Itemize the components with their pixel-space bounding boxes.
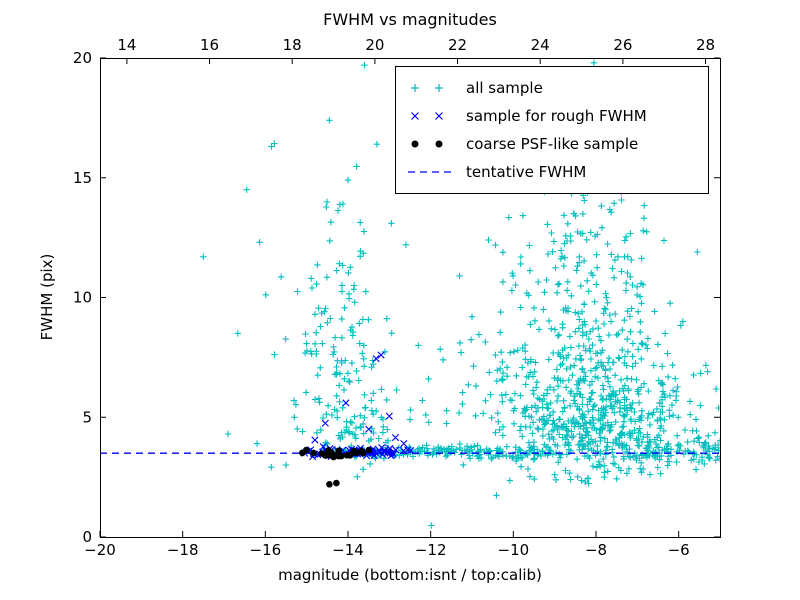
svg-text:20: 20 bbox=[73, 49, 92, 67]
svg-text:16: 16 bbox=[200, 36, 219, 54]
legend-item-all-sample: all sample bbox=[406, 74, 702, 102]
legend-label: coarse PSF-like sample bbox=[466, 135, 639, 153]
legend-label: all sample bbox=[466, 79, 543, 97]
svg-text:−20: −20 bbox=[84, 541, 116, 559]
dashed-line-icon bbox=[408, 171, 452, 173]
svg-text:−12: −12 bbox=[415, 541, 447, 559]
svg-text:28: 28 bbox=[696, 36, 715, 54]
svg-text:20: 20 bbox=[365, 36, 384, 54]
svg-text:22: 22 bbox=[448, 36, 467, 54]
legend-label: tentative FWHM bbox=[466, 163, 587, 181]
svg-text:26: 26 bbox=[613, 36, 632, 54]
legend-item-psf-sample: coarse PSF-like sample bbox=[406, 130, 702, 158]
svg-text:−18: −18 bbox=[167, 541, 199, 559]
svg-text:18: 18 bbox=[283, 36, 302, 54]
svg-text:−10: −10 bbox=[498, 541, 530, 559]
dot-marker-icon bbox=[411, 140, 443, 148]
x-marker-icon bbox=[411, 112, 443, 120]
svg-text:−14: −14 bbox=[332, 541, 364, 559]
tick-marks bbox=[99, 57, 720, 538]
chart-title: FWHM vs magnitudes bbox=[323, 10, 497, 29]
tick-labels: −20 −18 −16 −14 −12 −10 −8 −6 14 16 18 20 22 24 26 28 0 5… bbox=[73, 36, 715, 559]
legend: all sample sample for rough FWHM coarse … bbox=[395, 66, 709, 194]
legend-label: sample for rough FWHM bbox=[466, 107, 647, 125]
svg-text:0: 0 bbox=[82, 528, 92, 546]
svg-text:14: 14 bbox=[117, 36, 136, 54]
svg-text:−6: −6 bbox=[668, 541, 690, 559]
y-axis-label: FWHM (pix) bbox=[38, 253, 56, 341]
x-axis-label: magnitude (bottom:isnt / top:calib) bbox=[278, 566, 542, 584]
svg-text:10: 10 bbox=[73, 289, 92, 307]
svg-text:5: 5 bbox=[82, 408, 92, 426]
svg-text:−16: −16 bbox=[250, 541, 282, 559]
svg-text:−8: −8 bbox=[585, 541, 607, 559]
legend-item-rough-fwhm: sample for rough FWHM bbox=[406, 102, 702, 130]
svg-text:24: 24 bbox=[531, 36, 550, 54]
series-coarse-PSF-like-sample bbox=[299, 446, 373, 488]
legend-item-tentative-fwhm: tentative FWHM bbox=[406, 158, 702, 186]
plus-marker-icon bbox=[411, 84, 443, 92]
svg-text:15: 15 bbox=[73, 169, 92, 187]
